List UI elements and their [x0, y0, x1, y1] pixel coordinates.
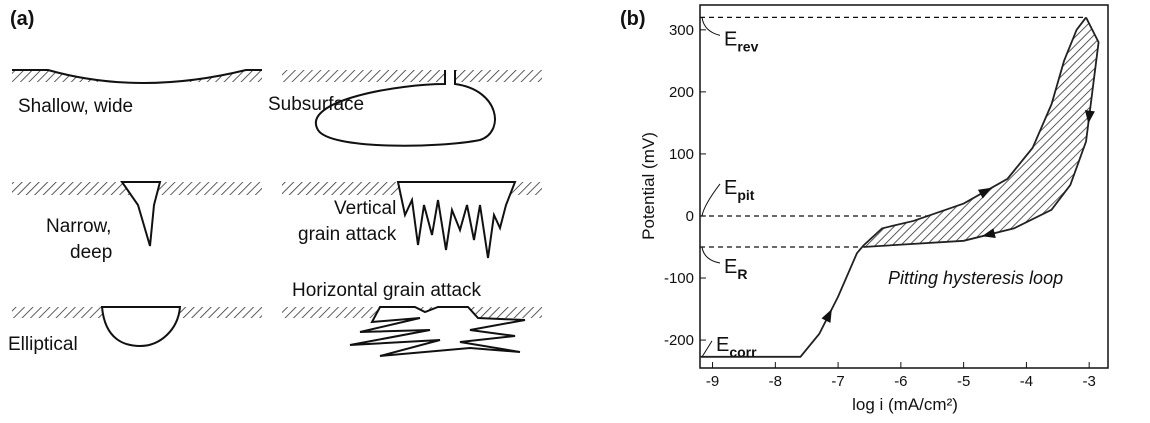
shape-label: Elliptical [8, 334, 78, 355]
pit-outline [396, 181, 517, 259]
y-tick-label: -200 [664, 332, 694, 349]
annotation: Pitting hysteresis loop [888, 268, 1063, 288]
level-subscript: rev [737, 38, 758, 54]
y-tick-label: 100 [669, 146, 694, 163]
direction-arrow [981, 228, 996, 239]
pit-outline [120, 181, 162, 247]
level-symbol: E [724, 256, 737, 278]
shape-label: Subsurface [268, 94, 364, 115]
x-tick-label: -9 [706, 373, 719, 390]
x-tick-label: -6 [894, 373, 907, 390]
surface [282, 70, 445, 82]
panel-label: (b) [620, 8, 646, 30]
shape-label: Vertical [334, 198, 396, 219]
panel-b: (b) log i (mA/cm²) Potential (mV) Pittin… [620, 4, 1109, 414]
leader [701, 340, 713, 358]
plot-frame [699, 4, 1109, 369]
panel-a: (a) Shallow, wide Subsurface Narrow, dee… [8, 8, 542, 357]
level-label: Ecorr [716, 334, 757, 360]
level-symbol: E [716, 334, 729, 356]
shape-label: deep [70, 242, 112, 263]
x-axis-label: log i (mA/cm²) [852, 395, 958, 414]
y-axis-label: Potential (mV) [639, 132, 658, 240]
direction-arrow [1084, 110, 1095, 124]
direction-arrow [977, 187, 992, 199]
leader [701, 17, 721, 36]
pit-outline [100, 306, 182, 348]
level-subscript: corr [729, 344, 757, 360]
x-tick-label: -8 [769, 373, 782, 390]
x-tick-label: -4 [1020, 373, 1033, 390]
y-tick-label: 300 [669, 22, 694, 39]
y-tick-label: 0 [686, 208, 694, 225]
pit-outline [349, 306, 526, 357]
level-subscript: pit [737, 187, 754, 203]
shape-label: Narrow, [46, 216, 111, 237]
level-label: Erev [724, 28, 759, 54]
x-tick-label: -5 [957, 373, 970, 390]
level-symbol: E [724, 177, 737, 199]
panel-label: (a) [10, 8, 34, 30]
level-label: ER [724, 256, 747, 282]
leader [701, 246, 721, 264]
pit-outline [12, 69, 262, 84]
shape-label: Shallow, wide [18, 96, 133, 117]
y-tick-label: 200 [669, 84, 694, 101]
direction-arrow [821, 309, 832, 323]
shape-label: grain attack [298, 224, 397, 245]
curve [863, 17, 1100, 248]
x-tick-label: -7 [831, 373, 844, 390]
level-subscript: R [737, 266, 747, 282]
shape-label: Horizontal grain attack [292, 280, 482, 301]
y-tick-label: -100 [664, 270, 694, 287]
level-symbol: E [724, 28, 737, 50]
loop-area [863, 17, 1099, 248]
curve [700, 16, 1087, 358]
leader [701, 183, 721, 217]
x-tick-label: -3 [1082, 373, 1095, 390]
pit-outline [314, 70, 496, 147]
level-label: Epit [724, 177, 755, 203]
surface [455, 70, 542, 82]
